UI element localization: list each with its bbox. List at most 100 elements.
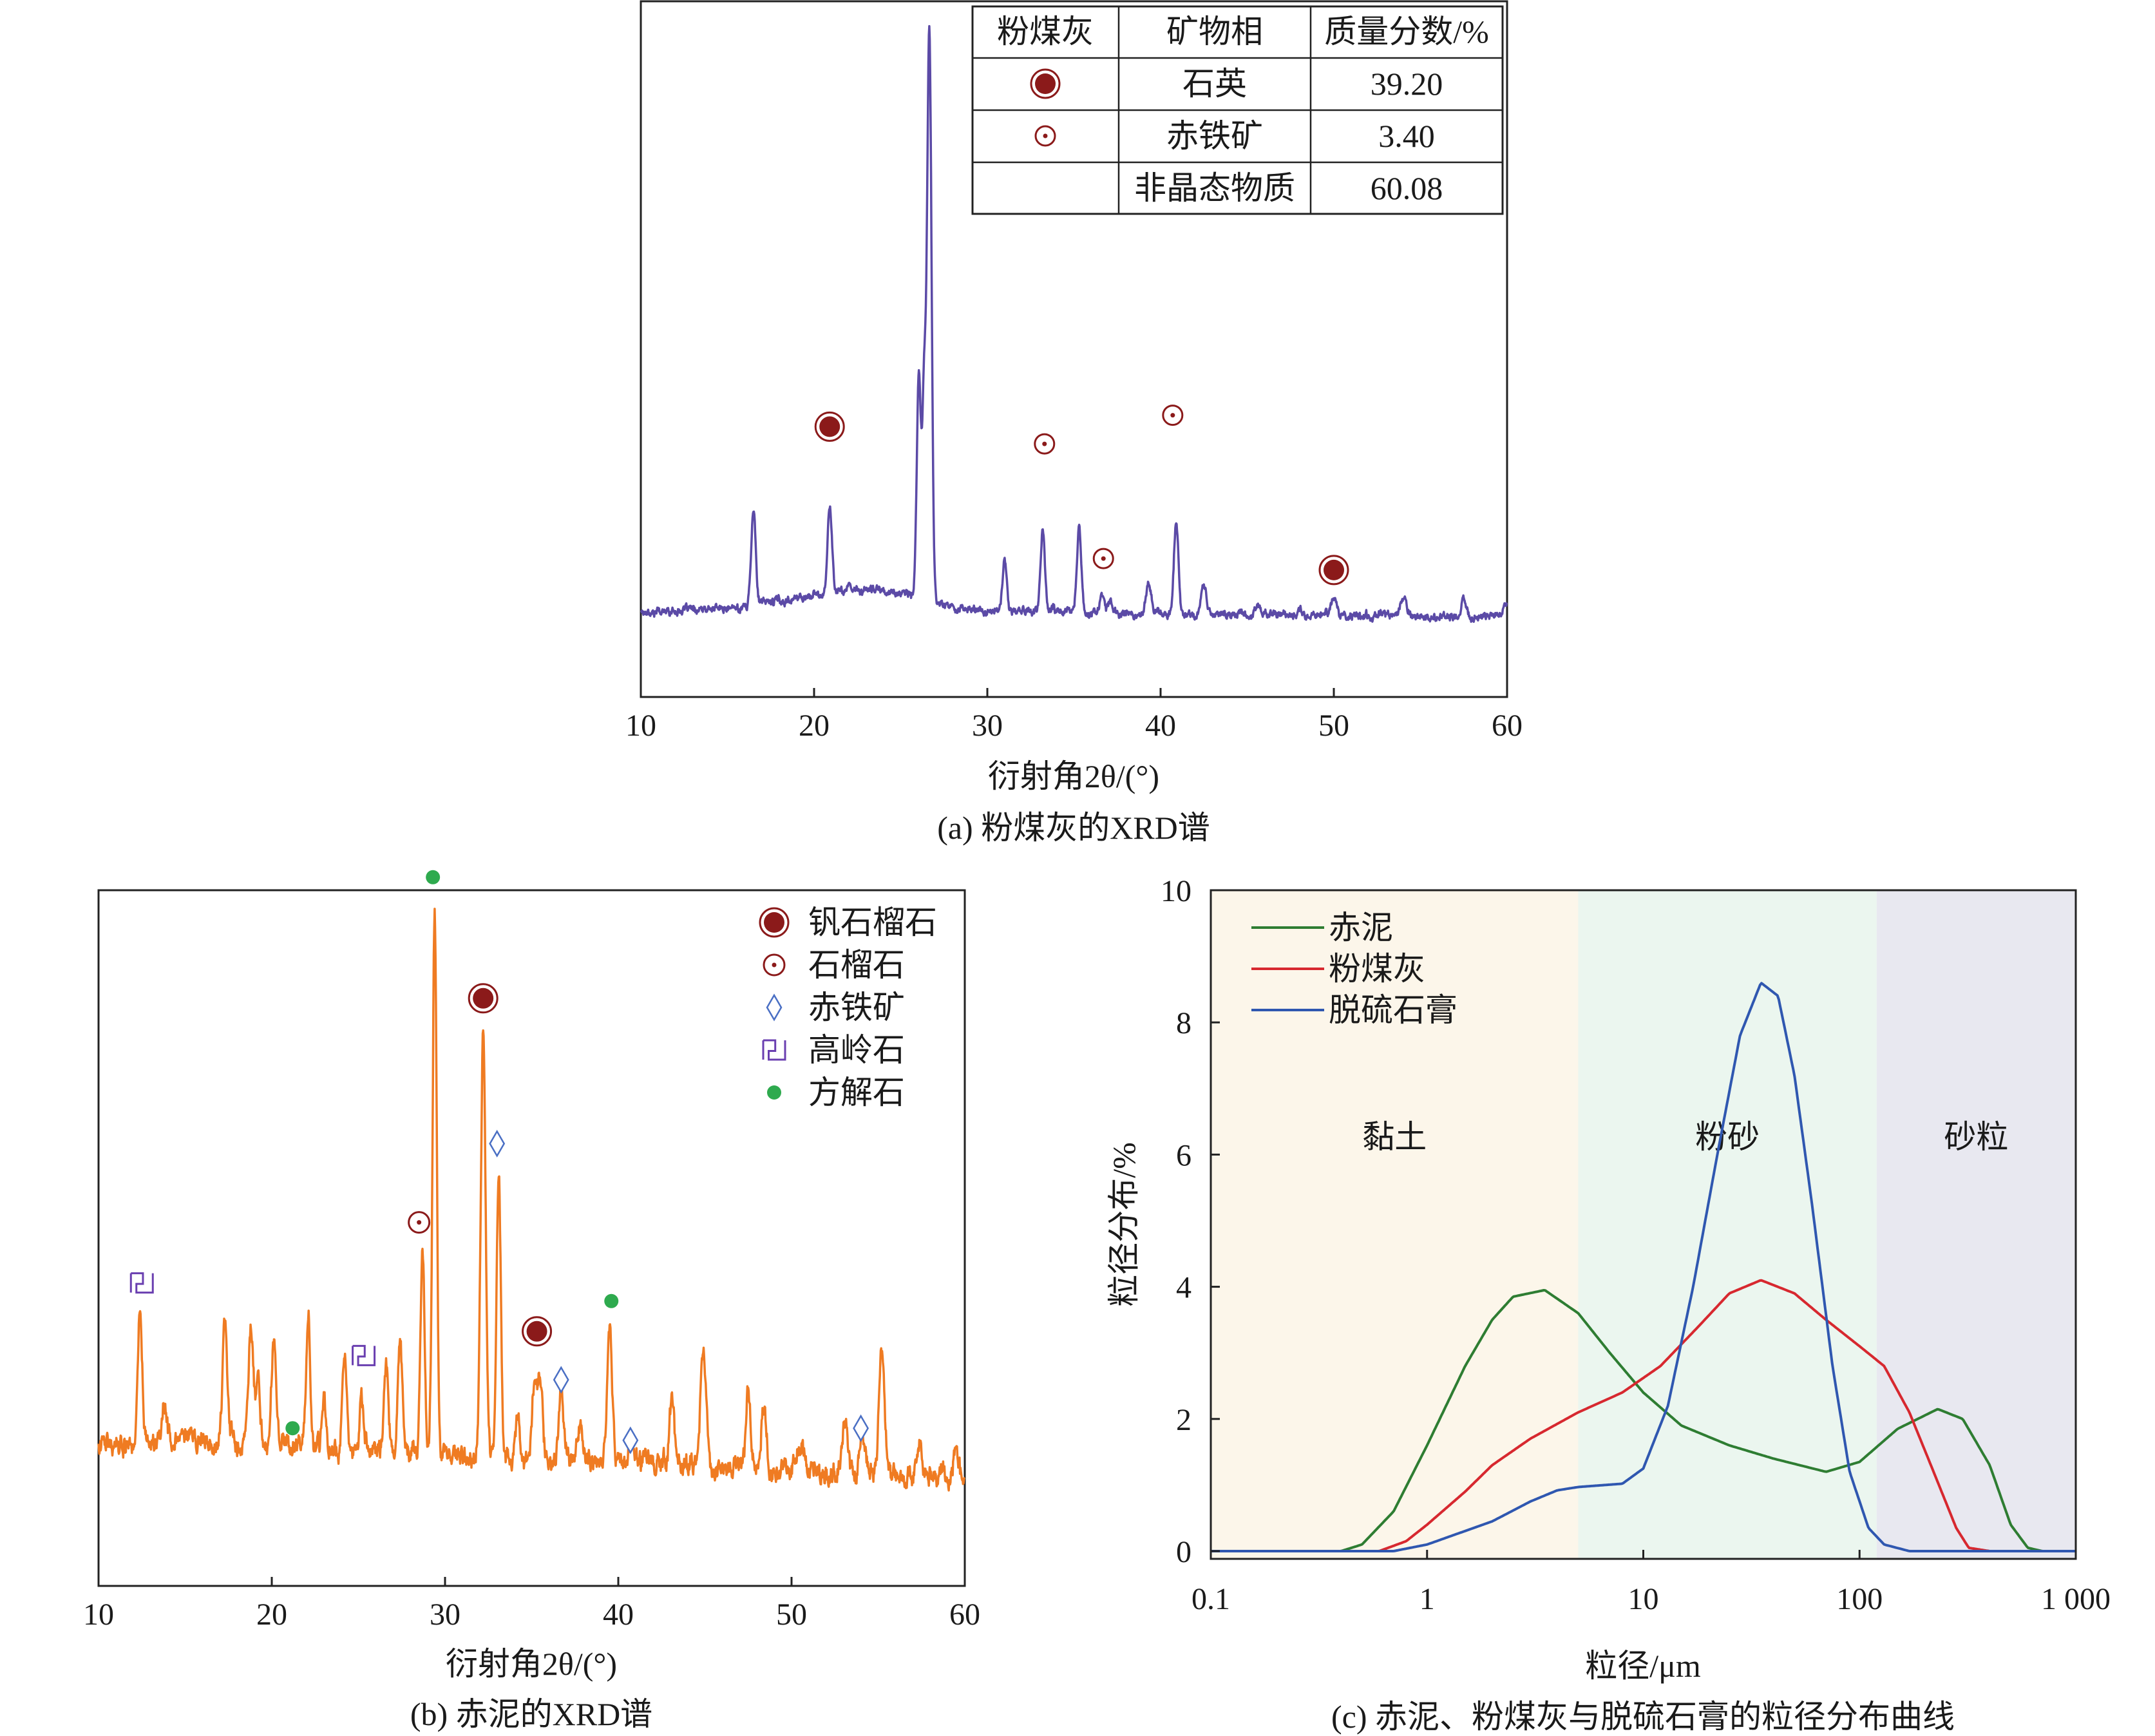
panel-b-caption: (b) 赤泥的XRD谱: [410, 1696, 652, 1732]
panel-c-size-regions: 黏土 粉砂 砂粒: [1211, 890, 2076, 1559]
x-tick-label: 20: [799, 709, 830, 743]
panel-c-x-axis-label: 粒径/μm: [1585, 1648, 1701, 1684]
size-region-label: 黏土: [1362, 1119, 1427, 1155]
panel-b-x-axis: 10 20 30 40 50 60: [83, 1577, 980, 1632]
distribution-curve: [1211, 1289, 2076, 1552]
x-tick-label: 10: [625, 709, 656, 743]
calcite-marker-icon: [285, 1421, 300, 1436]
quartz-marker-icon-core: [1035, 73, 1056, 94]
legend-label: 石榴石: [808, 947, 905, 983]
quartz-marker-icon-core: [819, 416, 840, 437]
legend-label: 方解石: [808, 1074, 905, 1111]
table-header-mass-fraction: 质量分数/%: [1324, 14, 1489, 50]
table-cell-phase: 非晶态物质: [1134, 170, 1295, 206]
panel-a-fly-ash-xrd: 10 20 30 40 50 60 粉煤灰 矿物相 质量分数/% 石英 39.20 赤铁矿…: [625, 0, 1523, 846]
panel-b-curve-group: [97, 908, 966, 1492]
y-tick-label: 6: [1176, 1138, 1191, 1172]
panel-a-x-axis-label: 衍射角2θ/(°): [988, 758, 1159, 794]
y-tick-label: 8: [1176, 1006, 1191, 1040]
x-tick-label: 30: [430, 1598, 460, 1632]
panel-b-plot-frame: [97, 889, 966, 1587]
table-cell-value: 39.20: [1371, 66, 1443, 102]
garnet-marker-icon-dot: [417, 1220, 422, 1225]
x-tick-label: 20: [256, 1598, 287, 1632]
hematite-marker-icon-dot: [1101, 556, 1106, 561]
quartz-marker-icon-core: [1324, 559, 1344, 580]
panel-c-caption: (c) 赤泥、粉煤灰与脱硫石膏的粒径分布曲线: [1331, 1699, 1955, 1735]
hematite-diamond-icon: [853, 1414, 869, 1442]
vanadium_garnet-marker-icon-core: [526, 1321, 547, 1342]
x-tick-label: 1: [1419, 1582, 1435, 1616]
legend-label: 高岭石: [808, 1032, 905, 1068]
table-symbols: [1030, 68, 1061, 147]
hematite-diamond-icon: [766, 993, 783, 1022]
legend-label: 赤泥: [1329, 910, 1393, 946]
legend-label: 脱硫石膏: [1329, 992, 1457, 1028]
panel-c-axes: 0 2 4 6 8 10 0.1 1 10 100 1 000: [1161, 874, 2111, 1616]
calcite-marker-icon: [767, 1085, 781, 1100]
y-tick-label: 0: [1176, 1535, 1191, 1569]
panel-c-y-axis-label: 粒径分布/%: [1106, 1142, 1142, 1307]
table-header-fly-ash: 粉煤灰: [997, 14, 1094, 50]
garnet-marker-icon-dot: [772, 962, 777, 968]
panel-a-phase-table: 粉煤灰 矿物相 质量分数/% 石英 39.20 赤铁矿 3.40 非晶态物质 6…: [971, 5, 1504, 215]
x-tick-label: 50: [776, 1598, 807, 1632]
hematite-diamond-icon: [553, 1366, 569, 1394]
hematite-diamond-icon: [489, 1129, 506, 1158]
calcite-marker-icon: [426, 870, 441, 884]
y-tick-label: 10: [1161, 874, 1191, 908]
distribution-curve: [1211, 982, 2076, 1552]
y-tick-label: 2: [1176, 1403, 1191, 1437]
panel-a-x-axis: 10 20 30 40 50 60: [625, 688, 1523, 743]
panel-a-curve-group: [640, 24, 1508, 623]
panel-b-x-axis-label: 衍射角2θ/(°): [446, 1646, 617, 1682]
xrd-curve: [640, 24, 1508, 623]
panel-a-markers: [814, 405, 1349, 586]
kaolinite-marker-icon: [352, 1344, 376, 1366]
x-tick-label: 30: [972, 709, 1003, 743]
table-cell-value: 3.40: [1378, 118, 1435, 154]
panel-a-plot-frame: [640, 0, 1508, 698]
panel-b-markers: [129, 870, 869, 1455]
table-cell-value: 60.08: [1371, 170, 1443, 206]
x-tick-label: 1 000: [2041, 1582, 2111, 1616]
xrd-curve: [97, 908, 966, 1492]
hematite-marker-icon-dot: [1042, 441, 1047, 446]
legend-label: 赤铁矿: [808, 989, 905, 1025]
x-tick-label: 50: [1318, 709, 1349, 743]
size-region-band: [1211, 890, 1579, 1559]
panel-c-curves: [1211, 982, 2076, 1552]
vanadium_garnet-marker-icon-core: [764, 912, 784, 933]
size-region-band: [1578, 890, 1877, 1559]
table-cell-phase: 石英: [1182, 66, 1247, 102]
size-region-band: [1876, 890, 2076, 1559]
x-tick-label: 10: [1628, 1582, 1659, 1616]
legend-label: 钒石榴石: [808, 904, 937, 940]
hematite-diamond-icon: [622, 1426, 639, 1455]
y-tick-label: 4: [1176, 1271, 1191, 1305]
x-tick-label: 10: [83, 1598, 114, 1632]
size-region-label: 粉砂: [1695, 1119, 1760, 1155]
x-tick-label: 40: [1145, 709, 1176, 743]
kaolinite-marker-icon: [129, 1272, 154, 1294]
legend-label: 粉煤灰: [1329, 951, 1425, 987]
panel-a-caption: (a) 粉煤灰的XRD谱: [937, 810, 1210, 846]
x-tick-label: 0.1: [1191, 1582, 1230, 1616]
kaolinite-marker-icon: [762, 1039, 786, 1061]
x-tick-label: 100: [1836, 1582, 1883, 1616]
table-cell-phase: 赤铁矿: [1166, 118, 1263, 154]
table-header-phase: 矿物相: [1166, 14, 1263, 50]
x-tick-label: 60: [1492, 709, 1523, 743]
x-tick-label: 40: [603, 1598, 634, 1632]
hematite-marker-icon-dot: [1043, 133, 1048, 138]
vanadium_garnet-marker-icon-core: [473, 987, 494, 1009]
size-region-label: 砂粒: [1944, 1119, 2008, 1155]
hematite-marker-icon-dot: [1170, 413, 1175, 418]
calcite-marker-icon: [604, 1293, 619, 1308]
x-tick-label: 60: [949, 1598, 980, 1632]
